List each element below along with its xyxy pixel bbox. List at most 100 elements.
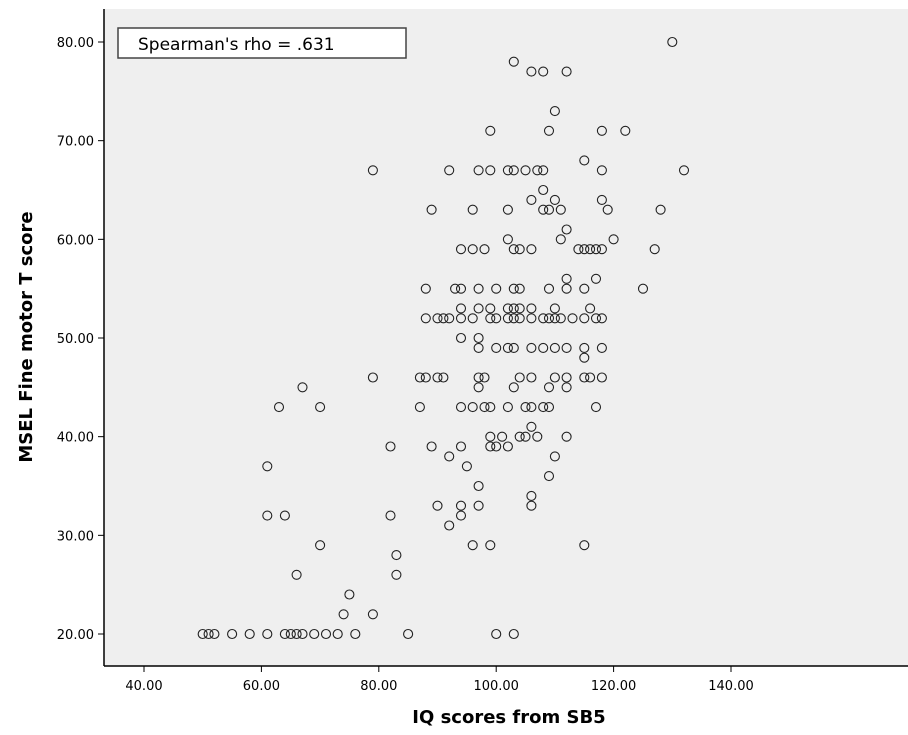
y-axis-title: MSEL Fine motor T score bbox=[16, 211, 37, 462]
data-point bbox=[426, 204, 437, 215]
data-point bbox=[385, 441, 396, 452]
data-point bbox=[561, 342, 572, 353]
data-point bbox=[526, 194, 537, 205]
data-point bbox=[602, 204, 613, 215]
data-point bbox=[590, 402, 602, 413]
data-point bbox=[391, 550, 402, 561]
data-point bbox=[438, 313, 449, 324]
data-point bbox=[485, 402, 496, 413]
data-point bbox=[538, 66, 549, 77]
data-point bbox=[467, 204, 478, 215]
data-point bbox=[432, 500, 443, 511]
data-point bbox=[543, 125, 555, 136]
data-point bbox=[262, 461, 273, 472]
data-point bbox=[561, 382, 572, 393]
data-point bbox=[502, 342, 513, 353]
data-point bbox=[538, 342, 549, 353]
data-point bbox=[667, 36, 678, 48]
y-tick-label: 80.00 bbox=[57, 36, 94, 51]
data-point bbox=[508, 313, 519, 324]
data-point bbox=[579, 244, 590, 255]
data-point bbox=[479, 402, 490, 413]
data-point bbox=[532, 165, 543, 176]
data-point bbox=[485, 303, 496, 314]
data-point bbox=[479, 372, 490, 383]
data-point bbox=[455, 441, 467, 452]
data-point bbox=[543, 382, 555, 393]
y-axis-ticks: 20.00 30.00 40.00 50.00 60.00 70.00 80.00 bbox=[57, 36, 104, 643]
data-point bbox=[538, 165, 549, 176]
data-point bbox=[473, 165, 484, 176]
data-point bbox=[526, 372, 537, 383]
x-tick-label: 140.00 bbox=[708, 679, 754, 694]
data-point bbox=[526, 402, 537, 413]
data-point bbox=[579, 155, 590, 166]
data-point bbox=[543, 471, 555, 482]
data-point bbox=[367, 165, 378, 176]
data-point bbox=[473, 480, 484, 492]
data-point bbox=[585, 244, 596, 255]
data-point bbox=[467, 402, 478, 413]
data-point bbox=[455, 332, 467, 344]
data-point bbox=[526, 490, 537, 501]
data-point bbox=[549, 106, 560, 117]
data-point bbox=[579, 372, 590, 383]
annotation-box: Spearman's rho = .631 bbox=[117, 27, 407, 59]
data-point bbox=[455, 303, 467, 314]
data-points bbox=[197, 36, 690, 640]
data-point bbox=[414, 372, 425, 383]
data-point bbox=[508, 56, 519, 67]
data-point bbox=[561, 66, 572, 77]
data-point bbox=[320, 628, 332, 640]
data-point bbox=[332, 628, 343, 640]
data-point bbox=[279, 628, 290, 640]
data-point bbox=[197, 628, 208, 640]
y-tick-label: 40.00 bbox=[57, 431, 94, 446]
data-point bbox=[350, 628, 361, 640]
data-point bbox=[514, 244, 525, 255]
data-point bbox=[467, 313, 478, 324]
data-point bbox=[227, 628, 238, 640]
data-point bbox=[455, 510, 467, 521]
data-point bbox=[543, 204, 555, 215]
data-point bbox=[561, 273, 572, 284]
data-point bbox=[549, 194, 560, 205]
data-point bbox=[555, 204, 566, 215]
data-point bbox=[579, 540, 590, 551]
data-point bbox=[367, 372, 378, 383]
data-point bbox=[620, 125, 631, 136]
data-point bbox=[538, 402, 549, 413]
data-point bbox=[526, 500, 537, 511]
data-point bbox=[491, 628, 502, 640]
data-point bbox=[543, 313, 555, 324]
data-point bbox=[590, 273, 602, 284]
data-point bbox=[549, 303, 560, 314]
data-point bbox=[649, 244, 660, 255]
data-point bbox=[502, 234, 513, 245]
data-point bbox=[426, 441, 437, 452]
data-point bbox=[573, 244, 584, 255]
data-point bbox=[596, 342, 607, 353]
data-point bbox=[579, 313, 590, 324]
data-point bbox=[508, 244, 519, 255]
data-point bbox=[526, 313, 537, 324]
data-point bbox=[655, 204, 666, 215]
x-axis-title: IQ scores from SB5 bbox=[412, 707, 605, 728]
data-point bbox=[473, 332, 484, 344]
data-point bbox=[502, 402, 513, 413]
data-point bbox=[579, 352, 590, 363]
data-point bbox=[514, 303, 525, 314]
data-point bbox=[585, 372, 596, 383]
data-point bbox=[262, 510, 273, 521]
data-point bbox=[514, 313, 525, 324]
data-point bbox=[561, 372, 572, 383]
data-point bbox=[473, 303, 484, 314]
data-point bbox=[391, 569, 402, 580]
data-point bbox=[244, 628, 255, 640]
data-point bbox=[485, 165, 496, 176]
data-point bbox=[508, 628, 519, 640]
data-point bbox=[526, 342, 537, 353]
data-point bbox=[420, 372, 431, 383]
data-point bbox=[414, 402, 425, 413]
data-point bbox=[514, 372, 525, 383]
